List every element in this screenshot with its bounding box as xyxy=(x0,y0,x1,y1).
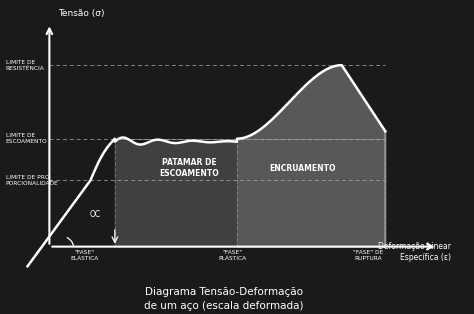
Text: Tensão (σ): Tensão (σ) xyxy=(58,9,105,18)
Text: PATAMAR DE
ESCOAMENTO: PATAMAR DE ESCOAMENTO xyxy=(159,158,219,178)
Text: Diagrama Tensão-Deformação
de um aço (escala deformada): Diagrama Tensão-Deformação de um aço (es… xyxy=(144,287,304,311)
Text: "FASE"
ELÁSTICA: "FASE" ELÁSTICA xyxy=(70,250,99,261)
Text: ENCRUAMENTO: ENCRUAMENTO xyxy=(269,164,336,173)
Text: Deformação Linear
Específica (ε): Deformação Linear Específica (ε) xyxy=(378,242,451,262)
Text: LIMITE DE
ESCOAMENTO: LIMITE DE ESCOAMENTO xyxy=(6,133,47,144)
Text: OC: OC xyxy=(90,210,101,219)
Text: "FASE"
PLÁSTICA: "FASE" PLÁSTICA xyxy=(219,250,246,261)
Text: LIMITE DE
RESISTÊNCIA: LIMITE DE RESISTÊNCIA xyxy=(6,60,45,71)
Text: "FASE" DE
RUPTURA: "FASE" DE RUPTURA xyxy=(353,250,383,261)
Text: LIMITE DE PRO_
PORCIONALIDADE: LIMITE DE PRO_ PORCIONALIDADE xyxy=(6,175,58,186)
